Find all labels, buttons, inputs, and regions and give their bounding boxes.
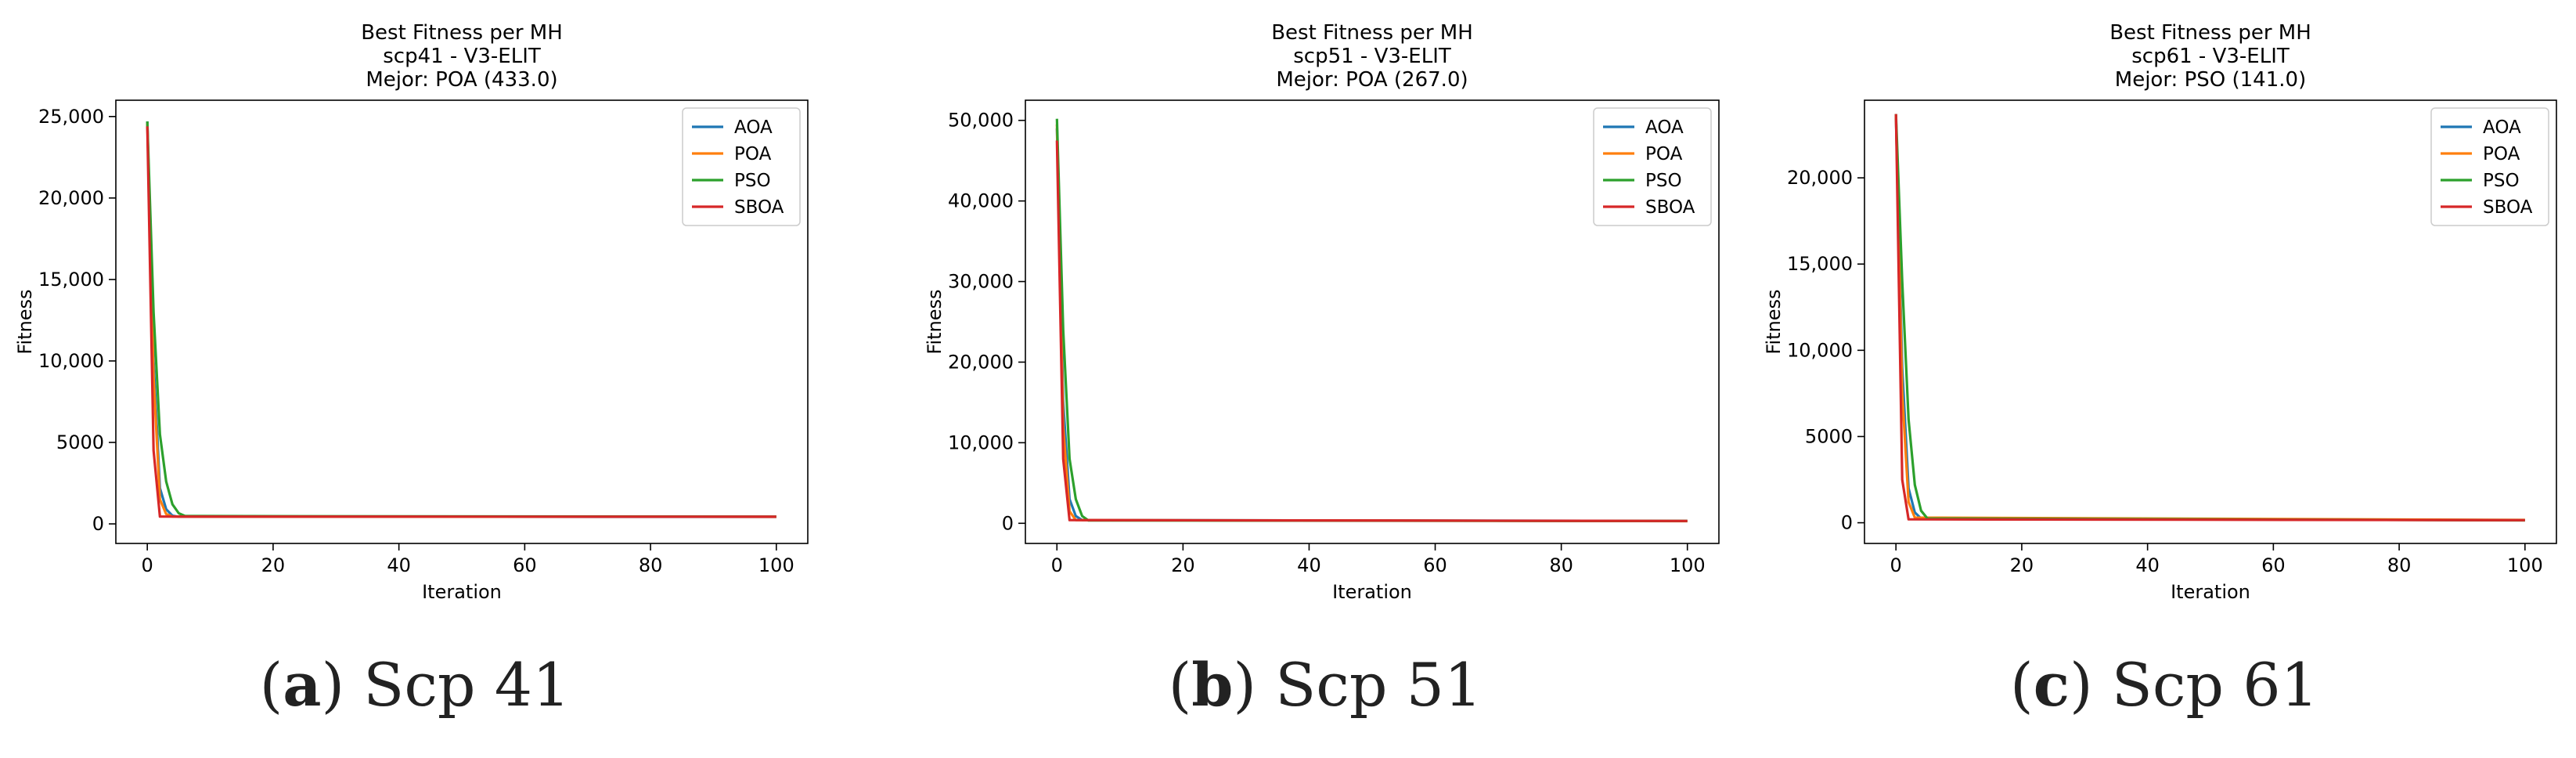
- legend-label-pso: PSO: [734, 171, 771, 191]
- x-tick-label: 20: [2010, 554, 2034, 576]
- x-tick-label: 80: [639, 554, 663, 576]
- chart-title-line: Mejor: POA (267.0): [1276, 68, 1468, 92]
- legend-box: [2430, 107, 2549, 226]
- y-axis-label: Fitness: [1763, 289, 1785, 354]
- x-tick-label: 60: [2261, 554, 2286, 576]
- series-line-sboa: [146, 126, 776, 518]
- legend-box: [1593, 107, 1712, 226]
- legend-label-pso: PSO: [2483, 171, 2520, 191]
- x-tick-label: 0: [1051, 554, 1063, 576]
- x-tick-label: 20: [261, 554, 286, 576]
- plot-frame: [1864, 99, 2557, 544]
- chart-title-line: Mejor: PSO (141.0): [2115, 68, 2306, 92]
- y-tick-label: 10,000: [948, 431, 1014, 453]
- y-tick-label: 20,000: [38, 187, 104, 209]
- legend-label-aoa: AOA: [2483, 117, 2521, 138]
- x-tick-label: 80: [2387, 554, 2412, 576]
- x-tick-label: 100: [2507, 554, 2543, 576]
- series-line-poa: [1055, 124, 1688, 523]
- y-tick-label: 40,000: [948, 190, 1014, 212]
- y-tick-label: 15,000: [38, 269, 104, 291]
- series-line-aoa: [1055, 128, 1688, 522]
- legend-label-aoa: AOA: [1645, 117, 1684, 138]
- plot-frame: [115, 99, 809, 544]
- y-axis-label: Fitness: [14, 289, 36, 354]
- x-tick-label: 100: [758, 554, 794, 576]
- y-tick-label: 10,000: [1787, 339, 1853, 361]
- y-tick-label: 15,000: [1787, 253, 1853, 275]
- y-tick-label: 20,000: [1787, 167, 1853, 189]
- legend-label-sboa: SBOA: [2483, 197, 2533, 218]
- legend-box: [682, 107, 801, 226]
- y-tick-label: 30,000: [948, 271, 1014, 293]
- chart-title-line: scp41 - V3-ELIT: [383, 45, 541, 68]
- series-line-sboa: [1894, 114, 2525, 522]
- chart-title-line: scp51 - V3-ELIT: [1293, 45, 1451, 68]
- y-tick-label: 10,000: [38, 350, 104, 372]
- x-tick-label: 100: [1670, 554, 1706, 576]
- x-tick-label: 40: [387, 554, 411, 576]
- legend-label-pso: PSO: [1645, 171, 1682, 191]
- chart-title-line: Best Fitness per MH: [1271, 21, 1473, 45]
- y-tick-label: 5000: [1805, 425, 1853, 447]
- x-tick-label: 60: [1423, 554, 1447, 576]
- x-axis-label: Iteration: [422, 581, 502, 603]
- chart-title-line: scp61 - V3-ELIT: [2131, 45, 2290, 68]
- series-group: [1055, 118, 1688, 523]
- y-tick-label: 5000: [56, 431, 104, 453]
- series-line-sboa: [1055, 140, 1688, 522]
- x-tick-label: 0: [1890, 554, 1902, 576]
- y-tick-label: 20,000: [948, 351, 1014, 373]
- legend-label-poa: POA: [1645, 144, 1683, 164]
- x-tick-label: 80: [1549, 554, 1573, 576]
- y-tick-label: 25,000: [38, 106, 104, 128]
- caption-a: (a) Scp 41: [259, 650, 571, 720]
- x-tick-label: 40: [1297, 554, 1321, 576]
- chart-title-line: Mejor: POA (433.0): [366, 68, 557, 92]
- legend-label-poa: POA: [734, 144, 772, 164]
- x-axis-label: Iteration: [2171, 581, 2250, 603]
- legend-label-poa: POA: [2483, 144, 2520, 164]
- legend-label-sboa: SBOA: [1645, 197, 1695, 218]
- series-group: [1894, 114, 2525, 522]
- caption-b: (b) Scp 51: [1168, 650, 1483, 720]
- plot-frame: [1025, 99, 1720, 544]
- y-tick-label: 50,000: [948, 110, 1014, 132]
- x-tick-label: 0: [142, 554, 153, 576]
- chart-title-line: Best Fitness per MH: [2109, 21, 2311, 45]
- legend-label-aoa: AOA: [734, 117, 773, 138]
- x-tick-label: 60: [513, 554, 537, 576]
- x-axis-label: Iteration: [1332, 581, 1412, 603]
- legend-label-sboa: SBOA: [734, 197, 784, 218]
- y-tick-label: 0: [1002, 512, 1014, 534]
- y-axis-label: Fitness: [924, 289, 946, 354]
- x-tick-label: 40: [2135, 554, 2160, 576]
- y-tick-label: 0: [92, 513, 104, 535]
- y-tick-label: 0: [1841, 512, 1853, 534]
- x-tick-label: 20: [1171, 554, 1195, 576]
- caption-c: (c) Scp 61: [2010, 650, 2318, 720]
- series-group: [146, 121, 776, 518]
- series-line-pso: [1055, 118, 1688, 523]
- chart-title-line: Best Fitness per MH: [361, 21, 563, 45]
